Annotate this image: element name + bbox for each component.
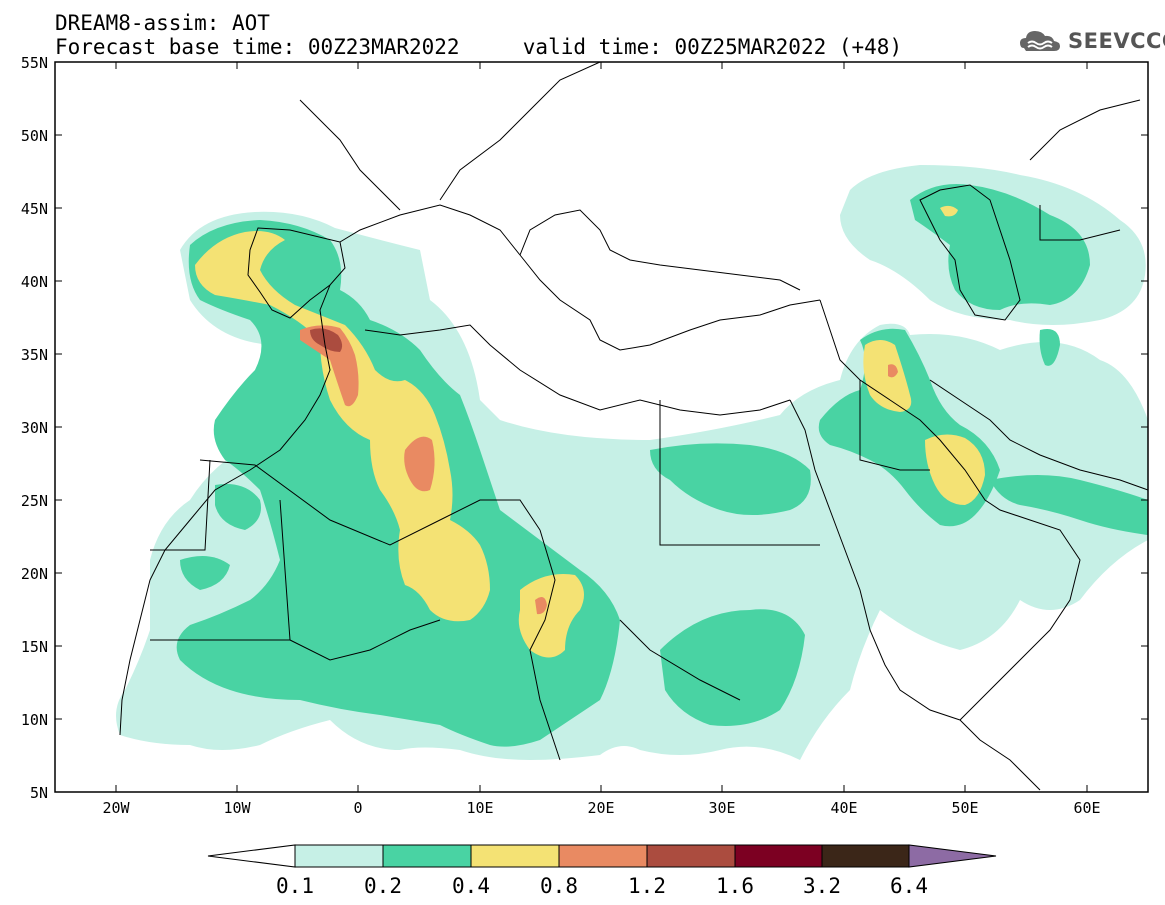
colorbar-label: 0.1 bbox=[276, 874, 314, 898]
colorbar-label: 0.8 bbox=[540, 874, 578, 898]
colorbar bbox=[207, 844, 997, 868]
colorbar-label: 6.4 bbox=[890, 874, 928, 898]
colorbar-label: 0.2 bbox=[364, 874, 402, 898]
map-title: DREAM8-assim: AOT bbox=[55, 11, 270, 35]
lon-label: 50E bbox=[951, 799, 978, 817]
colorbar-labels: 0.1 0.2 0.4 0.8 1.2 1.6 3.2 6.4 bbox=[276, 874, 928, 898]
colorbar-label: 3.2 bbox=[803, 874, 841, 898]
colorbar-label: 1.6 bbox=[716, 874, 754, 898]
aot-fields bbox=[116, 165, 1148, 761]
lon-label: 0 bbox=[353, 799, 362, 817]
lon-label: 10W bbox=[223, 799, 251, 817]
colorbar-swatch bbox=[294, 844, 384, 868]
lat-label: 55N bbox=[21, 54, 48, 72]
lat-label: 25N bbox=[21, 492, 48, 510]
latitude-labels: 55N 50N 45N 40N 35N 30N 25N 20N 15N 10N … bbox=[21, 54, 48, 802]
colorbar-swatch bbox=[821, 844, 910, 868]
lat-label: 50N bbox=[21, 127, 48, 145]
aot-level-0.4 bbox=[195, 205, 985, 658]
longitude-axis bbox=[115, 62, 1088, 792]
lon-label: 30E bbox=[708, 799, 735, 817]
longitude-labels: 20W 10W 0 10E 20E 30E 40E 50E 60E bbox=[102, 799, 1100, 817]
seevccc-logo-text: SEEVCCC bbox=[1068, 29, 1165, 53]
colorbar-swatch bbox=[470, 844, 560, 868]
lon-label: 20W bbox=[102, 799, 130, 817]
colorbar-label: 1.2 bbox=[628, 874, 666, 898]
latitude-axis bbox=[55, 61, 1148, 720]
colorbar-label: 0.4 bbox=[452, 874, 490, 898]
colorbar-swatch bbox=[558, 844, 648, 868]
colorbar-swatch bbox=[646, 844, 736, 868]
seevccc-logo bbox=[1020, 31, 1060, 51]
forecast-time-line: Forecast base time: 00Z23MAR2022 valid t… bbox=[55, 35, 903, 59]
lon-label: 40E bbox=[830, 799, 857, 817]
colorbar-low-arrow bbox=[207, 844, 296, 868]
lat-label: 40N bbox=[21, 273, 48, 291]
coastlines bbox=[119, 62, 1148, 791]
lat-label: 30N bbox=[21, 419, 48, 437]
lon-label: 60E bbox=[1073, 799, 1100, 817]
lon-label: 20E bbox=[587, 799, 614, 817]
lat-label: 10N bbox=[21, 711, 48, 729]
colorbar-swatch bbox=[382, 844, 472, 868]
lon-label: 10E bbox=[466, 799, 493, 817]
lat-label: 15N bbox=[21, 638, 48, 656]
aot-level-0.8 bbox=[300, 325, 898, 615]
colorbar-high-arrow bbox=[908, 844, 997, 868]
aot-level-1.2 bbox=[310, 328, 343, 352]
lat-label: 5N bbox=[30, 784, 48, 802]
colorbar-swatch bbox=[734, 844, 823, 868]
lat-label: 45N bbox=[21, 200, 48, 218]
lat-label: 35N bbox=[21, 346, 48, 364]
lat-label: 20N bbox=[21, 565, 48, 583]
